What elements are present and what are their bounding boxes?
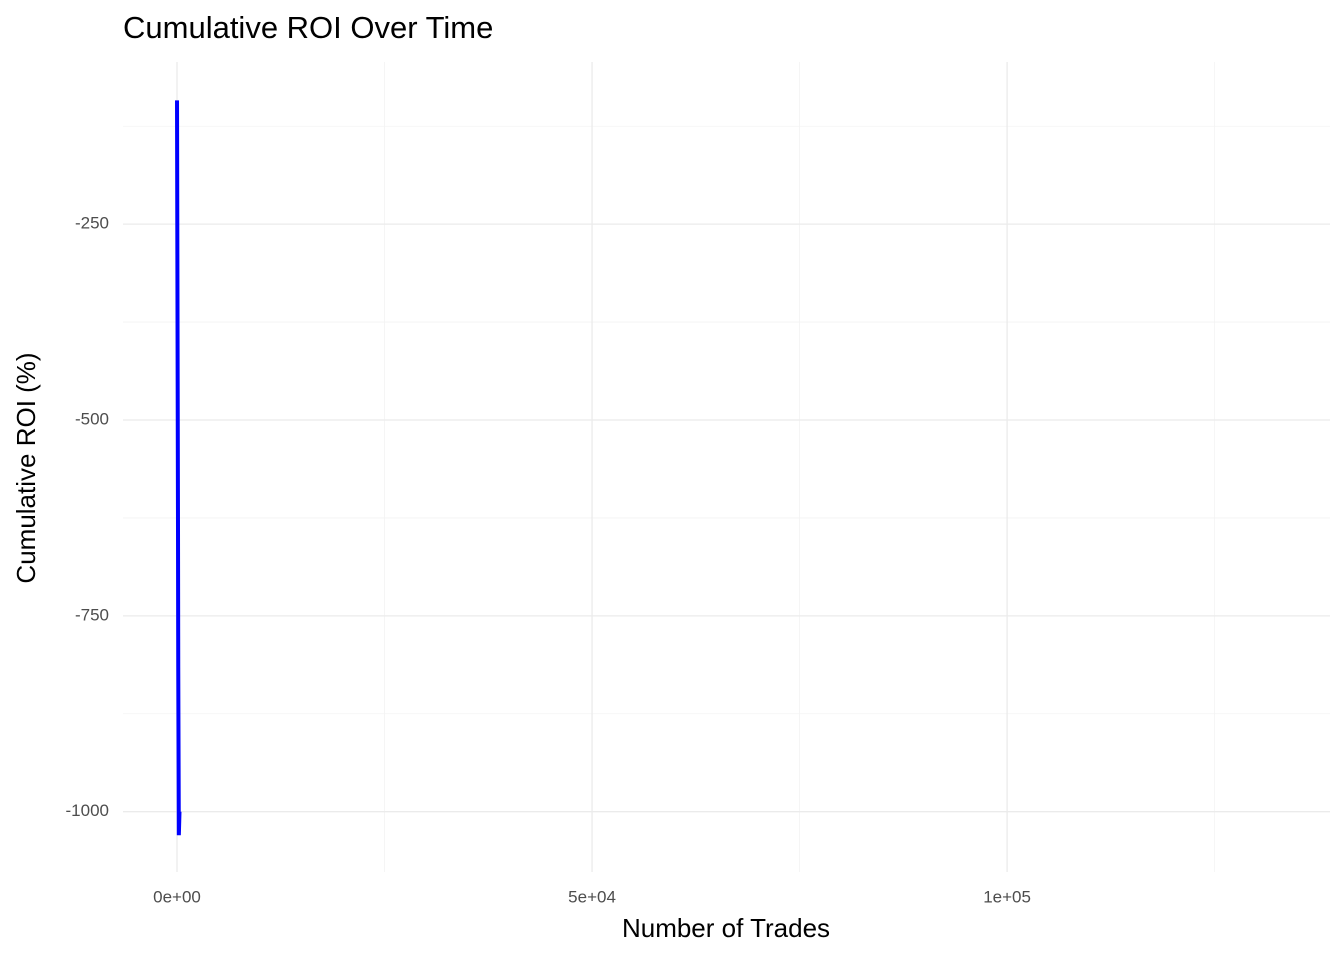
y-axis-label: Cumulative ROI (%)	[11, 352, 41, 583]
chart-title: Cumulative ROI Over Time	[123, 10, 493, 45]
x-tick-label: 5e+04	[568, 887, 616, 906]
y-tick-label: -500	[75, 409, 109, 428]
x-tick-label: 1e+05	[983, 887, 1031, 906]
x-axis-label: Number of Trades	[622, 913, 830, 943]
x-tick-label: 0e+00	[153, 887, 201, 906]
y-tick-label: -750	[75, 605, 109, 624]
y-tick-label: -250	[75, 214, 109, 233]
y-tick-label: -1000	[66, 801, 109, 820]
data-line	[175, 100, 182, 836]
